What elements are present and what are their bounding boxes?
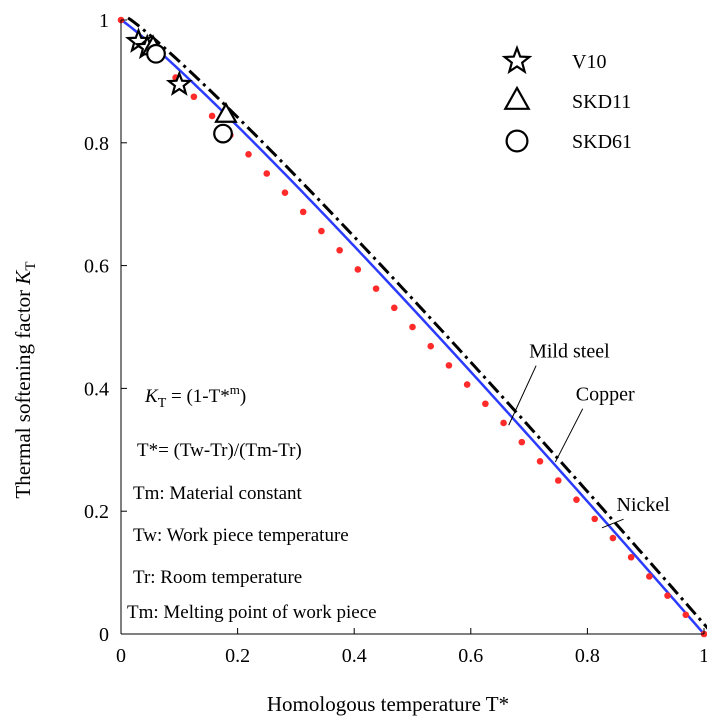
curve-mild-steel-point [664, 592, 671, 599]
y-tick-label-3: 0.6 [84, 256, 109, 278]
curve-labels-layer: Nickel Copper Mild steel [508, 341, 671, 529]
curve-mild-steel-point [281, 189, 289, 196]
ticks-layer: 0 0.2 0.4 0.6 0.8 1 0 0.2 0.4 0.6 0.8 1 [84, 10, 707, 667]
kt-formula-symbol: K [144, 386, 159, 407]
data-point-skd11 [214, 101, 238, 123]
x-axis-title: Homologous temperature T* [267, 692, 509, 716]
curve-label-mild-steel: Mild steel [529, 341, 610, 363]
legend-label-skd61: SKD61 [572, 131, 632, 153]
curve-mild-steel-point [536, 458, 544, 465]
x-tick-label-5: 1 [699, 645, 707, 667]
curve-mild-steel-point [646, 573, 653, 580]
curve-mild-steel-point [682, 611, 690, 619]
y-axis-title-subscript: T [23, 261, 39, 270]
data-point-skd61 [213, 123, 233, 144]
curve-label-nickel: Nickel [617, 494, 671, 516]
curve-mild-steel-point [390, 304, 398, 312]
leader-line-nickel [601, 518, 624, 529]
equation-notes: KT = (1-T*m) T*= (Tw-Tr)/(Tm-Tr) Tm: Mat… [127, 382, 377, 623]
legend-marker-skd61 [505, 129, 529, 153]
curve-mild-steel-point [554, 477, 562, 484]
kt-formula-subscript: T [158, 396, 167, 411]
tstar-definition: T*= (Tw-Tr)/(Tm-Tr) [137, 440, 302, 461]
legend-marker-v10 [501, 44, 533, 75]
y-tick-label-0: 0 [99, 624, 109, 646]
curve-mild-steel-point [263, 170, 271, 177]
tm-constant-note: Tm: Material constant [133, 483, 303, 504]
curve-mild-steel-point [409, 323, 416, 331]
x-tick-label-0: 0 [116, 645, 126, 667]
curve-mild-steel-point [299, 208, 307, 216]
leader-line-copper [554, 408, 584, 463]
legend-label-v10: V10 [572, 51, 606, 73]
curve-label-copper: Copper [576, 384, 635, 406]
legend-label-skd11: SKD11 [572, 91, 631, 113]
x-tick-label-2: 0.4 [342, 645, 367, 667]
data-point-v10 [165, 70, 193, 96]
kt-formula-superscript: m [230, 382, 240, 397]
curve-mild-steel-point [445, 362, 453, 369]
legend-marker-skd11 [503, 85, 531, 110]
curve-mild-steel-point [518, 438, 526, 446]
data-point-skd61 [146, 43, 166, 64]
curve-mild-steel-point [245, 151, 252, 158]
y-axis-title: Thermal softening factor KT [11, 261, 39, 498]
leader-line-mild-steel [508, 365, 537, 426]
tw-definition: Tw: Work piece temperature [133, 525, 349, 546]
kt-formula: KT = (1-T*m) [144, 382, 246, 411]
curve-mild-steel-point [482, 400, 489, 408]
curve-copper [127, 16, 707, 630]
kt-formula-body: = (1-T* [166, 386, 229, 407]
tr-definition: Tr: Room temperature [133, 567, 302, 588]
curve-mild-steel-point [208, 112, 216, 120]
curve-mild-steel-point [627, 553, 635, 561]
markers-layer [125, 27, 238, 144]
y-tick-label-2: 0.4 [84, 378, 109, 400]
curve-mild-steel-point [427, 342, 435, 350]
axes-layer [120, 20, 704, 635]
x-tick-label-4: 0.8 [575, 645, 600, 667]
y-tick-label-5: 1 [99, 10, 109, 32]
curve-mild-steel-point [500, 419, 507, 427]
y-tick-label-1: 0.2 [84, 501, 109, 523]
curve-mild-steel-point [372, 285, 380, 292]
curve-mild-steel-point [318, 227, 325, 235]
curve-mild-steel-point [591, 515, 598, 523]
curve-mild-steel-point [609, 534, 617, 542]
curve-mild-steel-point [354, 266, 362, 273]
curve-mild-steel-point [463, 381, 471, 388]
curve-mild-steel-point [573, 496, 580, 503]
curve-nickel [120, 18, 705, 635]
y-tick-label-4: 0.8 [84, 133, 109, 155]
tm-melting-note: Tm: Melting point of work piece [127, 602, 377, 623]
y-axis-title-symbol: K [11, 270, 35, 286]
legend: V10 SKD11 SKD61 [501, 44, 632, 153]
x-tick-label-3: 0.6 [458, 645, 483, 667]
curve-mild-steel-point [190, 93, 198, 101]
kt-formula-close: ) [240, 386, 246, 407]
y-axis-title-main: Thermal softening factor [11, 285, 35, 499]
curve-mild-steel-point [336, 246, 343, 254]
x-tick-label-1: 0.2 [225, 645, 250, 667]
